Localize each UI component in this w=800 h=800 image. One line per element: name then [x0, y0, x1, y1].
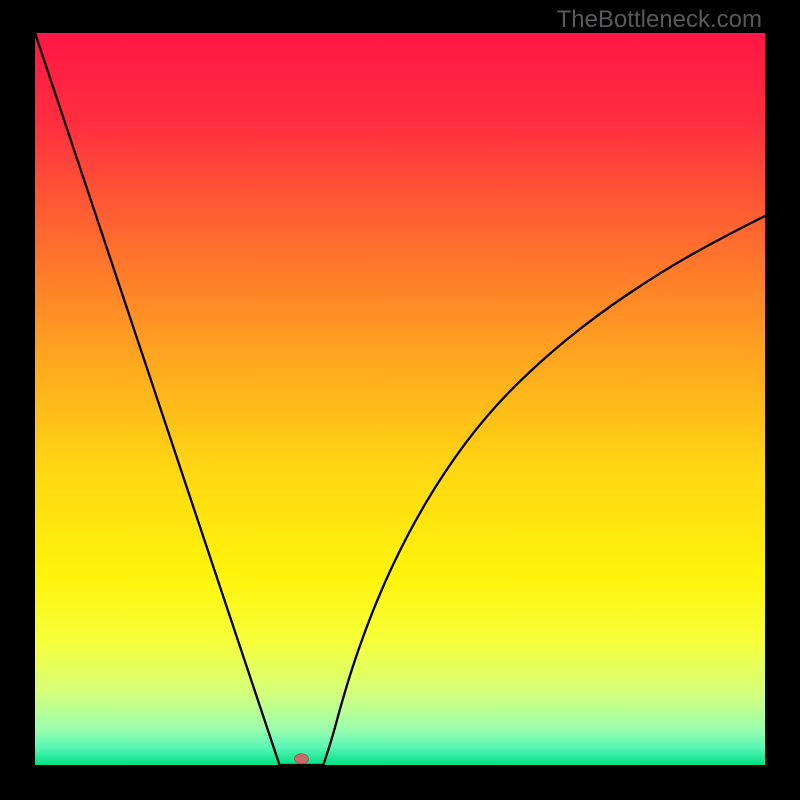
chart-container: TheBottleneck.com [0, 0, 800, 800]
plot-area [35, 33, 765, 765]
watermark-text: TheBottleneck.com [557, 6, 762, 34]
